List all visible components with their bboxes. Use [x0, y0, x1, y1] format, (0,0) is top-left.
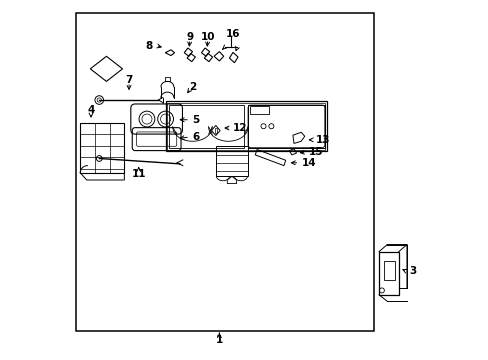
Text: 2: 2: [188, 82, 196, 93]
Text: 16: 16: [225, 29, 240, 39]
Text: 10: 10: [200, 32, 215, 41]
Bar: [215, 128, 217, 134]
Text: 14: 14: [301, 158, 316, 168]
Bar: [76, 13, 373, 330]
Text: 1: 1: [215, 334, 223, 345]
Text: 13: 13: [316, 135, 330, 145]
Text: 11: 11: [131, 169, 145, 179]
Text: 4: 4: [87, 105, 95, 115]
Text: 7: 7: [125, 75, 132, 85]
Text: 6: 6: [192, 132, 199, 142]
Text: 15: 15: [308, 147, 323, 157]
Text: 5: 5: [192, 115, 199, 125]
Text: 9: 9: [186, 32, 193, 41]
Text: 3: 3: [408, 266, 416, 276]
Text: 8: 8: [145, 41, 153, 50]
Bar: [250, 107, 268, 114]
Bar: [383, 261, 394, 280]
Bar: [164, 77, 170, 81]
Text: 12: 12: [233, 123, 247, 133]
